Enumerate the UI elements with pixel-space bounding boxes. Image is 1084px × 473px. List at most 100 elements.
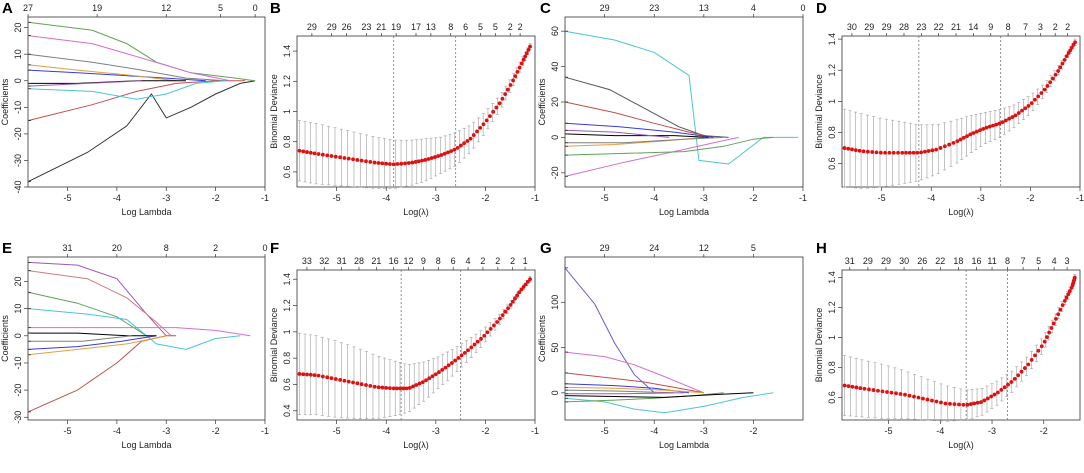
deviance-point [850,147,854,152]
top-tick-label: 29 [864,22,874,32]
deviance-point [506,306,510,311]
x-tick-label: -3 [432,193,440,203]
deviance-point [355,381,360,386]
top-tick-label: 8 [436,256,441,266]
x-axis-label: Log Lambda [121,440,171,450]
deviance-point [325,375,330,380]
deviance-point [503,309,508,314]
deviance-point [384,161,389,166]
deviance-point [1053,72,1058,77]
deviance-point [446,150,450,155]
deviance-point [316,152,321,156]
x-tick-label: -5 [63,426,71,436]
top-tick-label: 14 [968,22,978,32]
top-tick-label: 2 [510,256,515,266]
deviance-point [997,121,1002,126]
deviance-point [417,381,422,386]
deviance-point [407,385,412,390]
y-tick-label: 0.6 [282,378,292,391]
top-tick-label: 8 [1006,22,1011,32]
deviance-point [420,158,424,163]
x-tick-label: -5 [601,193,609,203]
top-tick-label: 0 [800,3,805,13]
top-tick-label: 30 [847,22,857,32]
y-tick-label: 20 [13,276,23,286]
coef-path-path5 [564,136,774,156]
deviance-point [862,386,867,391]
deviance-point [999,387,1004,392]
y-tick-label: 1.4 [827,33,837,46]
y-tick-label: 1.4 [827,271,837,284]
deviance-point [934,399,939,404]
deviance-point [466,348,470,353]
y-tick-label: -10 [13,101,23,114]
deviance-point [436,154,441,158]
deviance-point [484,118,489,123]
deviance-point [883,150,888,155]
deviance-point [871,388,876,392]
x-axis-label: Log Lambda [121,207,171,217]
deviance-point [876,388,880,393]
y-tick-label: 0.4 [282,405,292,418]
coef-path-path10 [565,392,685,395]
deviance-point [411,384,415,389]
panel-b: B-5 -4 -3 -2 -10.60.811.21.429 29 26 23 21 19 17 13… [269,0,539,217]
deviance-point [338,155,343,160]
plot-frame [27,256,266,421]
top-tick-label: 8 [448,22,453,32]
deviance-point [1048,80,1053,85]
deviance-point [1045,335,1049,340]
x-tick-label: -3 [162,426,170,436]
deviance-point [346,156,351,161]
coef-path-path5 [27,53,226,82]
coef-path-path4 [564,372,704,394]
deviance-point [401,386,406,391]
coef-path-path1 [564,267,655,394]
deviance-point [1023,106,1028,111]
deviance-point [951,140,956,145]
deviance-point [297,372,302,376]
top-tick-label: 2 [480,256,485,266]
deviance-point [359,382,364,387]
y-tick-label: 0 [13,333,23,338]
deviance-point [1067,289,1072,293]
deviance-point [301,372,306,377]
deviance-point [427,376,432,381]
x-axis-label: Log(λ) [948,440,974,450]
top-tick-label: 5 [1036,256,1041,266]
deviance-point [900,150,905,155]
deviance-point [965,134,969,139]
deviance-point [846,146,851,151]
top-tick-label: 23 [649,3,659,13]
deviance-point [994,122,999,127]
deviance-point [1045,84,1050,88]
coef-path-path1 [27,335,177,413]
y-tick-label: 0.8 [827,361,837,374]
x-tick-label: -2 [749,193,757,203]
deviance-point [459,353,464,358]
deviance-point [398,386,403,391]
x-axis-label: Log(λ) [403,440,429,450]
top-tick-label: 1 [523,256,528,266]
deviance-point [1036,348,1041,353]
x-tick-label: -4 [650,426,658,436]
y-tick-label: 1 [282,329,292,334]
deviance-point [1029,101,1034,106]
deviance-point [850,384,855,389]
deviance-point [359,158,364,163]
deviance-point [513,74,518,79]
deviance-point [1060,303,1065,308]
deviance-point [981,127,986,131]
y-axis-label: Coefficients [0,78,10,125]
deviance-point [372,384,377,389]
deviance-point [930,148,935,153]
deviance-point [526,47,531,52]
top-tick-label: 19 [391,22,401,32]
deviance-point [1022,366,1027,370]
deviance-point [911,150,916,155]
deviance-point [521,285,526,289]
deviance-point [898,392,903,396]
deviance-point [368,384,373,388]
deviance-point [338,377,343,382]
